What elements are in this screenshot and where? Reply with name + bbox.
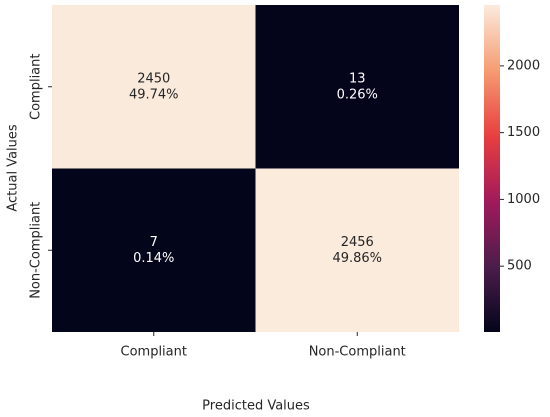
colorbar-tick-label: 1000 bbox=[507, 192, 540, 207]
y-tick-label: Non-Compliant bbox=[29, 202, 44, 299]
cell-percent: 0.14% bbox=[133, 251, 174, 266]
heatmap-cell bbox=[52, 168, 256, 332]
colorbar-tick-label: 1500 bbox=[507, 125, 540, 140]
heatmap-cell bbox=[52, 5, 256, 169]
colorbar-tick-label: 500 bbox=[507, 259, 532, 274]
cell-value: 2450 bbox=[137, 71, 170, 86]
cell-percent: 0.26% bbox=[337, 87, 378, 102]
cell-percent: 49.86% bbox=[332, 251, 382, 266]
x-tick-label: Non-Compliant bbox=[309, 345, 406, 360]
x-tick-label: Compliant bbox=[121, 345, 187, 360]
cell-value: 13 bbox=[349, 71, 366, 86]
cell-value: 7 bbox=[150, 235, 158, 250]
cell-value: 2456 bbox=[341, 235, 374, 250]
x-axis-label: Predicted Values bbox=[202, 399, 310, 414]
heatmap-cell bbox=[255, 5, 459, 169]
y-tick-label: Compliant bbox=[29, 54, 44, 120]
colorbar bbox=[484, 5, 500, 332]
cell-percent: 49.74% bbox=[129, 87, 179, 102]
colorbar-tick-label: 2000 bbox=[507, 58, 540, 73]
y-axis-label: Actual Values bbox=[6, 124, 21, 212]
heatmap-cell bbox=[255, 168, 459, 332]
